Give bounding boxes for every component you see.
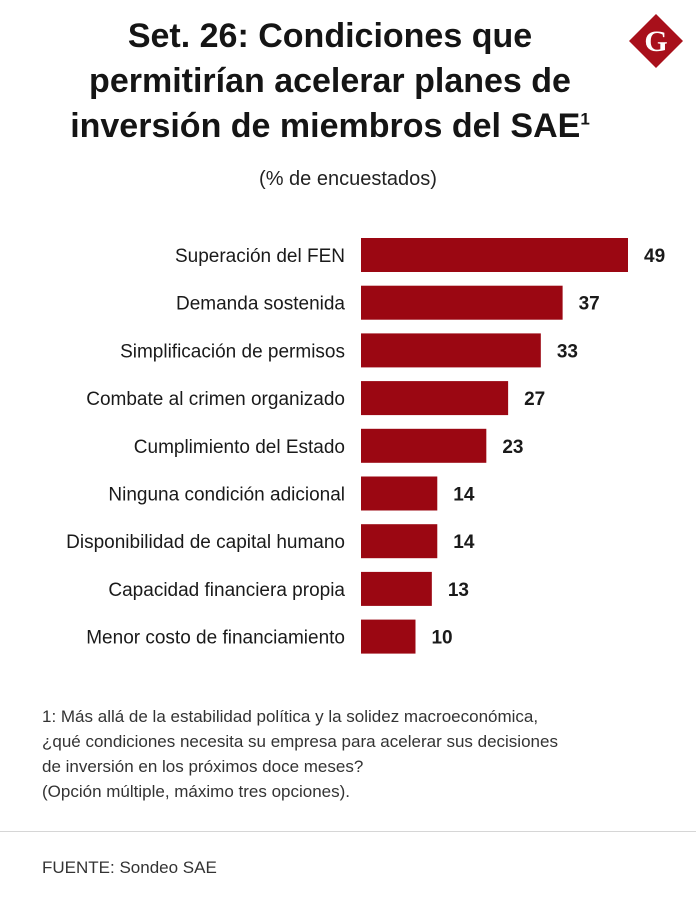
bar-value-label: 23 xyxy=(502,437,523,458)
bar-value-label: 14 xyxy=(453,532,475,553)
bar xyxy=(361,476,438,511)
category-label: Ninguna condición adicional xyxy=(108,485,345,506)
bar xyxy=(361,238,628,272)
bar-value-label: 33 xyxy=(557,341,578,362)
logo-diamond xyxy=(629,14,683,68)
footnote-line-1: 1: Más allá de la estabilidad política y… xyxy=(42,707,539,726)
footnote-line-3: de inversión en los próximos doce meses? xyxy=(42,757,364,776)
category-label: Disponibilidad de capital humano xyxy=(66,532,345,553)
bar xyxy=(361,571,432,606)
brand-logo-icon: G xyxy=(629,14,683,68)
bar xyxy=(361,619,416,654)
chart-title: Set. 26: Condiciones que permitirían ace… xyxy=(30,14,630,149)
source-note: FUENTE: Sondeo SAE xyxy=(42,858,217,877)
footnote-line-2: ¿qué condiciones necesita su empresa par… xyxy=(42,732,558,751)
bar xyxy=(361,428,487,463)
bar xyxy=(361,333,541,368)
title-line-3-text: inversión de miembros del SAE xyxy=(70,107,581,145)
bar-chart: Superación del FEN 49 Demanda sostenida 37 S… xyxy=(66,238,665,654)
title-line-2: permitirían acelerar planes de xyxy=(89,62,571,100)
category-label: Superación del FEN xyxy=(175,246,345,267)
title-line-3: inversión de miembros del SAE1 xyxy=(30,104,630,149)
category-label: Simplificación de permisos xyxy=(120,341,345,362)
category-label: Cumplimiento del Estado xyxy=(134,437,345,458)
category-label: Demanda sostenida xyxy=(176,294,345,315)
footnote-line-4: (Opción múltiple, máximo tres opciones). xyxy=(42,782,351,801)
title-footnote-mark: 1 xyxy=(580,109,590,129)
bar-value-label: 27 xyxy=(524,389,545,410)
footnote: 1: Más allá de la estabilidad política y… xyxy=(42,704,662,804)
title-line-1: Set. 26: Condiciones que xyxy=(127,17,533,55)
category-label: Combate al crimen organizado xyxy=(86,389,345,410)
category-label: Capacidad financiera propia xyxy=(108,580,345,601)
bar-value-label: 37 xyxy=(579,294,600,315)
logo-letter: G xyxy=(644,25,667,58)
bar xyxy=(361,381,509,416)
bar xyxy=(361,524,438,559)
bar-value-label: 14 xyxy=(453,485,475,506)
bar-value-label: 10 xyxy=(431,628,452,649)
bar-value-label: 49 xyxy=(644,246,665,267)
bar xyxy=(361,285,563,320)
chart-subtitle: (% de encuestados) xyxy=(259,168,437,190)
bar-value-label: 13 xyxy=(448,580,469,601)
category-label: Menor costo de financiamiento xyxy=(86,628,345,649)
divider xyxy=(0,831,696,832)
